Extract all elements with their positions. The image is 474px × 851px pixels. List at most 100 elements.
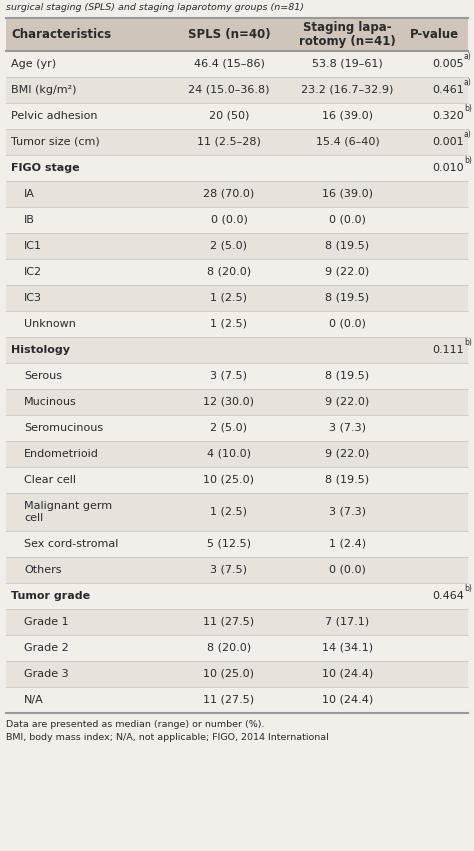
Text: Characteristics: Characteristics [11, 28, 111, 41]
Bar [6, 285, 468, 311]
Text: 0.111: 0.111 [432, 345, 464, 355]
Text: SPLS (n=40): SPLS (n=40) [188, 28, 270, 41]
Text: Serous: Serous [24, 371, 62, 381]
Text: 4 (10.0): 4 (10.0) [207, 449, 251, 459]
Bar [6, 493, 468, 531]
Bar [6, 155, 468, 181]
Bar [6, 441, 468, 467]
Text: 5 (12.5): 5 (12.5) [207, 539, 251, 549]
Text: 0 (0.0): 0 (0.0) [329, 319, 366, 329]
Text: 3 (7.5): 3 (7.5) [210, 565, 247, 575]
Text: 1 (2.5): 1 (2.5) [210, 507, 247, 517]
Text: BMI (kg/m²): BMI (kg/m²) [11, 85, 76, 95]
Text: 0.320: 0.320 [432, 111, 464, 121]
Text: 24 (15.0–36.8): 24 (15.0–36.8) [188, 85, 270, 95]
Text: 9 (22.0): 9 (22.0) [325, 397, 370, 407]
Text: 3 (7.3): 3 (7.3) [329, 423, 366, 433]
Text: 0.461: 0.461 [432, 85, 464, 95]
Text: 9 (22.0): 9 (22.0) [325, 267, 370, 277]
Text: 0.464: 0.464 [432, 591, 464, 601]
Text: 28 (70.0): 28 (70.0) [203, 189, 255, 199]
Text: IA: IA [24, 189, 35, 199]
Text: 0 (0.0): 0 (0.0) [210, 215, 247, 225]
Bar [6, 18, 468, 51]
Text: 16 (39.0): 16 (39.0) [322, 189, 373, 199]
Bar [6, 337, 468, 363]
Text: surgical staging (SPLS) and staging laparotomy groups (n=81): surgical staging (SPLS) and staging lapa… [6, 3, 304, 12]
Text: 8 (19.5): 8 (19.5) [326, 475, 370, 485]
Bar [6, 389, 468, 415]
Text: 11 (27.5): 11 (27.5) [203, 695, 255, 705]
Text: Tumor grade: Tumor grade [11, 591, 90, 601]
Bar [6, 609, 468, 635]
Text: N/A: N/A [24, 695, 44, 705]
Text: 3 (7.3): 3 (7.3) [329, 507, 366, 517]
Text: 23.2 (16.7–32.9): 23.2 (16.7–32.9) [301, 85, 394, 95]
Bar [6, 687, 468, 713]
Bar [6, 103, 468, 129]
Text: b): b) [464, 338, 472, 347]
Bar [6, 661, 468, 687]
Text: 8 (19.5): 8 (19.5) [326, 371, 370, 381]
Text: Data are presented as median (range) or number (%).: Data are presented as median (range) or … [6, 720, 264, 729]
Text: Age (yr): Age (yr) [11, 59, 56, 69]
Text: 7 (17.1): 7 (17.1) [326, 617, 370, 627]
Bar [6, 311, 468, 337]
Text: 2 (5.0): 2 (5.0) [210, 241, 247, 251]
Text: 2 (5.0): 2 (5.0) [210, 423, 247, 433]
Text: 14 (34.1): 14 (34.1) [322, 643, 373, 653]
Text: a): a) [464, 130, 472, 139]
Text: Histology: Histology [11, 345, 70, 355]
Bar [6, 259, 468, 285]
Text: 10 (25.0): 10 (25.0) [203, 475, 255, 485]
Text: Sex cord-stromal: Sex cord-stromal [24, 539, 118, 549]
Text: b): b) [464, 584, 472, 593]
Text: 12 (30.0): 12 (30.0) [203, 397, 255, 407]
Bar [6, 77, 468, 103]
Text: 10 (24.4): 10 (24.4) [322, 669, 373, 679]
Text: Grade 1: Grade 1 [24, 617, 69, 627]
Text: Malignant germ
cell: Malignant germ cell [24, 501, 112, 523]
Text: Others: Others [24, 565, 62, 575]
Text: IC3: IC3 [24, 293, 42, 303]
Text: IB: IB [24, 215, 35, 225]
Text: 16 (39.0): 16 (39.0) [322, 111, 373, 121]
Text: 15.4 (6–40): 15.4 (6–40) [316, 137, 379, 147]
Bar [6, 531, 468, 557]
Bar [6, 51, 468, 77]
Text: 10 (25.0): 10 (25.0) [203, 669, 255, 679]
Text: 1 (2.5): 1 (2.5) [210, 293, 247, 303]
Text: 0 (0.0): 0 (0.0) [329, 565, 366, 575]
Bar [6, 129, 468, 155]
Text: 8 (20.0): 8 (20.0) [207, 267, 251, 277]
Bar [6, 233, 468, 259]
Text: 8 (19.5): 8 (19.5) [326, 241, 370, 251]
Text: 3 (7.5): 3 (7.5) [210, 371, 247, 381]
Text: 9 (22.0): 9 (22.0) [325, 449, 370, 459]
Text: 20 (50): 20 (50) [209, 111, 249, 121]
Text: a): a) [464, 52, 472, 61]
Text: 10 (24.4): 10 (24.4) [322, 695, 373, 705]
Bar [6, 207, 468, 233]
Text: Unknown: Unknown [24, 319, 76, 329]
Text: 11 (27.5): 11 (27.5) [203, 617, 255, 627]
Text: Mucinous: Mucinous [24, 397, 77, 407]
Text: 0 (0.0): 0 (0.0) [329, 215, 366, 225]
Bar [6, 467, 468, 493]
Text: 53.8 (19–61): 53.8 (19–61) [312, 59, 383, 69]
Text: 0.010: 0.010 [432, 163, 464, 173]
Bar [6, 583, 468, 609]
Text: 8 (20.0): 8 (20.0) [207, 643, 251, 653]
Text: P-value: P-value [410, 28, 458, 41]
Text: Grade 3: Grade 3 [24, 669, 69, 679]
Text: b): b) [464, 104, 472, 113]
Bar [6, 635, 468, 661]
Text: 0.001: 0.001 [432, 137, 464, 147]
Text: IC1: IC1 [24, 241, 42, 251]
Text: Tumor size (cm): Tumor size (cm) [11, 137, 100, 147]
Text: 46.4 (15–86): 46.4 (15–86) [193, 59, 264, 69]
Text: 1 (2.5): 1 (2.5) [210, 319, 247, 329]
Text: FIGO stage: FIGO stage [11, 163, 80, 173]
Text: Staging lapa-
rotomy (n=41): Staging lapa- rotomy (n=41) [299, 20, 396, 49]
Bar [6, 415, 468, 441]
